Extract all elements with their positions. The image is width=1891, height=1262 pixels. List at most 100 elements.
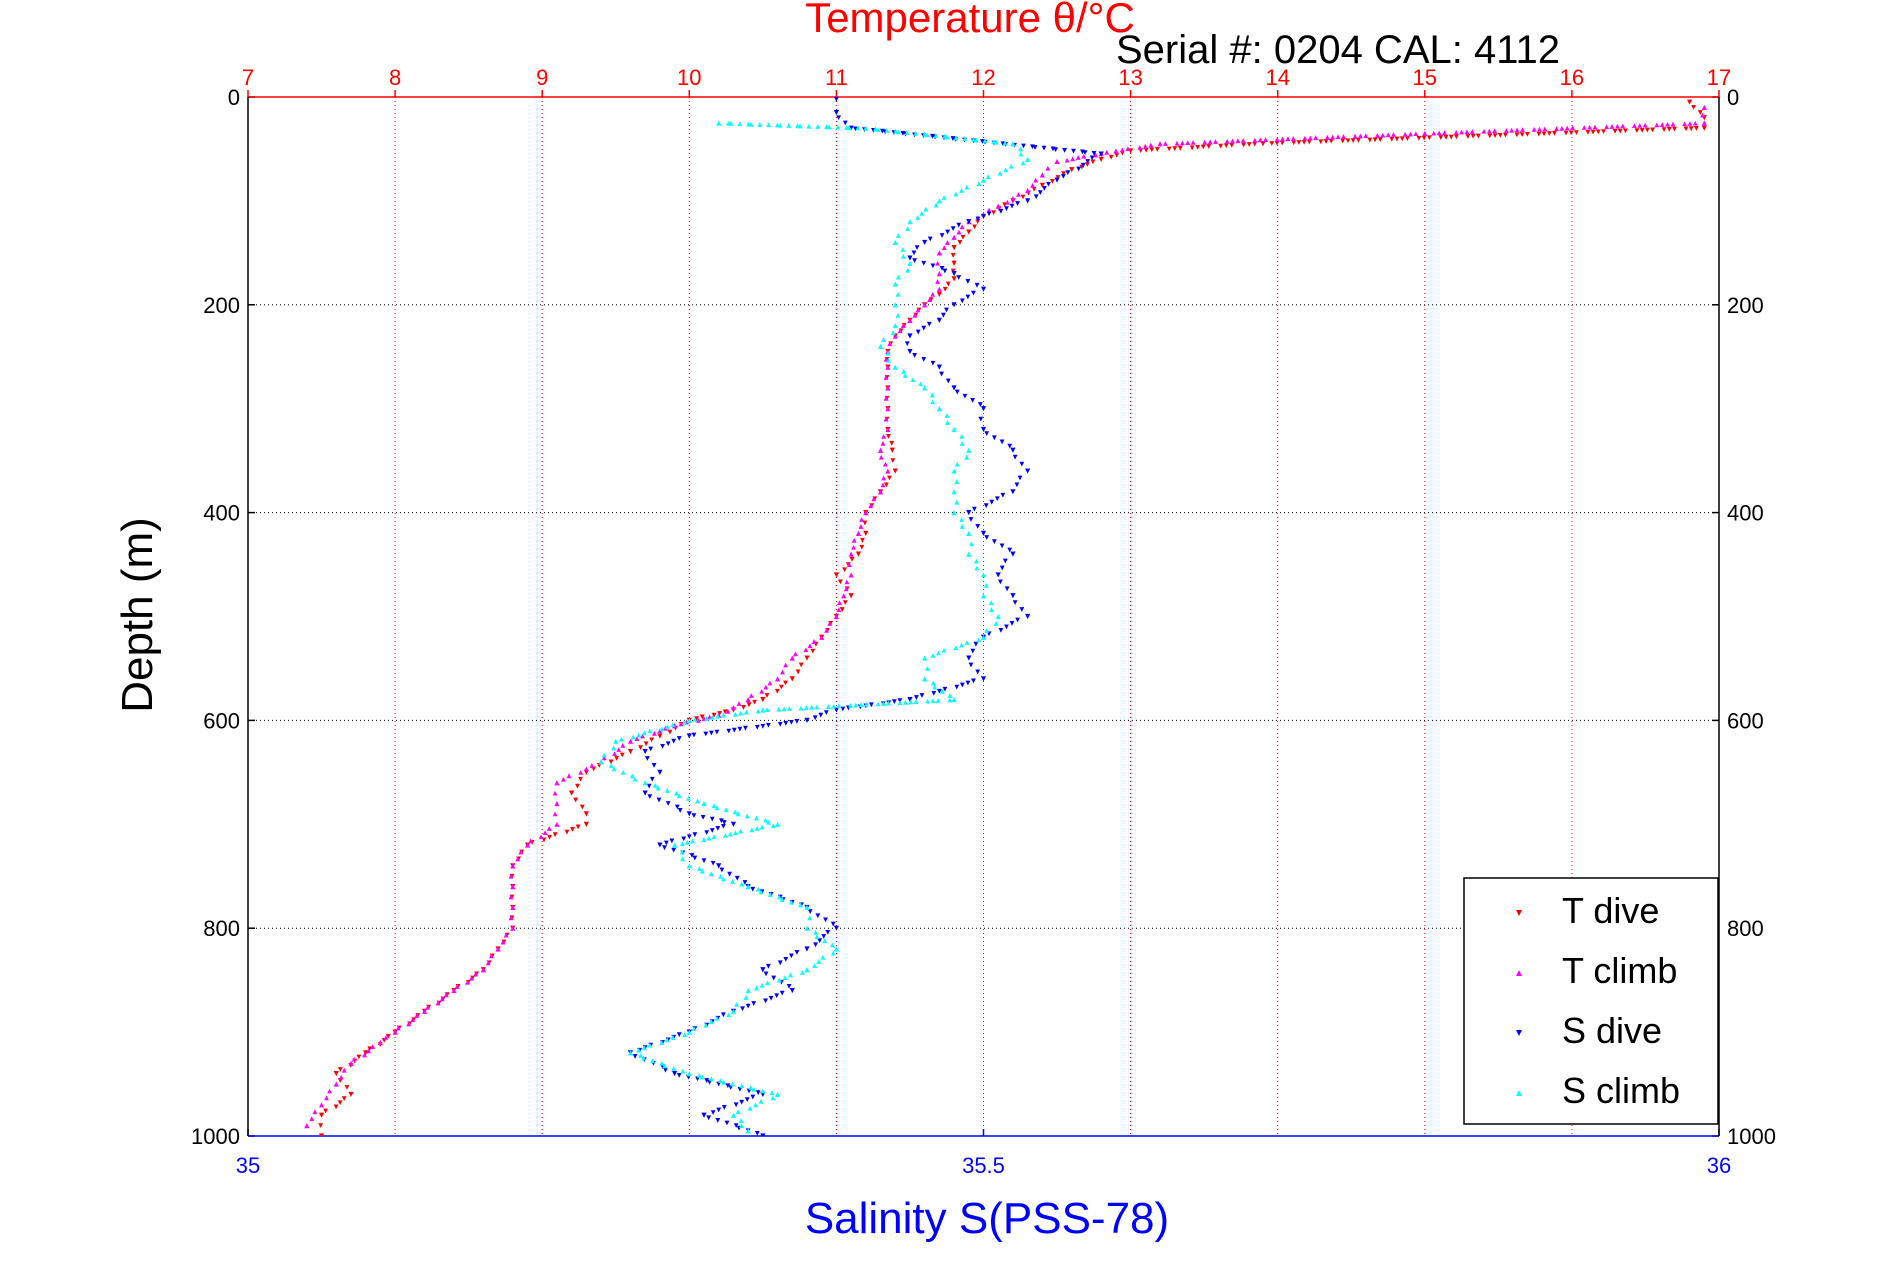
data-point (579, 804, 585, 810)
data-point (971, 290, 976, 296)
data-point (980, 530, 987, 536)
data-point (959, 682, 965, 688)
data-point (904, 130, 910, 136)
data-point (676, 793, 682, 799)
data-point (1345, 138, 1351, 144)
data-point (880, 440, 886, 446)
data-point (671, 1066, 677, 1071)
data-point (575, 783, 580, 789)
temperature-tick-label: 13 (1118, 65, 1142, 90)
data-point (643, 741, 649, 747)
data-point (1009, 203, 1015, 209)
data-point (848, 572, 854, 578)
data-point (701, 858, 707, 864)
data-point (1004, 206, 1009, 212)
data-point (1559, 125, 1565, 131)
data-point (989, 607, 994, 612)
data-point (538, 834, 544, 840)
data-point (868, 503, 874, 509)
data-point (1020, 160, 1026, 166)
data-point (1143, 147, 1149, 153)
data-point (868, 702, 874, 708)
data-point (1025, 187, 1031, 194)
data-point (730, 821, 737, 827)
data-point (769, 1090, 775, 1096)
data-point (1355, 137, 1361, 143)
data-point (885, 426, 891, 433)
data-point (858, 702, 864, 708)
data-point (701, 800, 707, 807)
data-point (1609, 124, 1615, 129)
data-point (764, 707, 770, 713)
data-point (818, 712, 824, 718)
data-point (716, 1107, 722, 1113)
data-point (1421, 135, 1427, 141)
data-point (994, 496, 1000, 502)
data-point (691, 813, 697, 819)
data-point (965, 279, 971, 284)
data-point (991, 435, 997, 441)
data-point (912, 258, 918, 264)
data-point (989, 499, 995, 505)
data-point (703, 1022, 709, 1028)
legend-marker-t-climb (1516, 970, 1522, 976)
data-point (1025, 613, 1031, 620)
data-point (518, 849, 524, 855)
data-point (914, 695, 919, 700)
data-point (619, 752, 625, 758)
data-point (975, 669, 981, 675)
data-point (1542, 126, 1548, 132)
data-point (1585, 129, 1591, 135)
data-point (945, 229, 951, 235)
data-point (930, 263, 936, 269)
data-point (726, 1012, 732, 1018)
data-point (421, 1008, 428, 1014)
data-point (734, 1001, 739, 1007)
data-point (815, 124, 821, 129)
data-point (735, 1109, 741, 1115)
data-point (1431, 130, 1437, 136)
data-point (742, 880, 748, 885)
data-point (814, 704, 820, 710)
data-point (956, 275, 962, 280)
data-point (918, 381, 923, 387)
data-point (392, 1029, 398, 1035)
data-point (842, 600, 848, 606)
data-point (731, 727, 737, 733)
data-point (647, 1042, 653, 1048)
data-point (939, 233, 945, 238)
data-point (554, 800, 560, 807)
depth-tick-label-left: 400 (203, 501, 240, 526)
data-point (510, 904, 516, 911)
data-point (1004, 199, 1010, 205)
data-point (546, 826, 552, 831)
data-point (714, 1015, 720, 1021)
data-point (1064, 157, 1070, 163)
data-point (367, 1046, 373, 1052)
legend-label-t-climb: T climb (1562, 950, 1677, 991)
data-point (809, 704, 814, 710)
temperature-tick-label: 11 (825, 65, 848, 90)
data-point (699, 1074, 705, 1080)
data-point (679, 841, 685, 847)
data-point (1010, 593, 1016, 599)
data-point (1207, 139, 1213, 145)
data-point (881, 434, 887, 439)
data-point (817, 938, 823, 944)
data-point (1075, 155, 1081, 160)
data-point (941, 647, 947, 653)
data-point (1683, 126, 1689, 132)
data-point (1592, 124, 1598, 130)
data-point (1206, 144, 1212, 149)
data-point (973, 137, 979, 143)
data-point (997, 170, 1003, 176)
data-point (1352, 133, 1358, 139)
data-point (788, 953, 794, 959)
data-point (976, 181, 982, 186)
data-point (887, 341, 893, 347)
depth-tick-label-right: 200 (1727, 293, 1764, 318)
data-point (911, 250, 917, 256)
data-point (1016, 192, 1021, 197)
data-point (907, 333, 913, 339)
data-point (959, 298, 965, 304)
